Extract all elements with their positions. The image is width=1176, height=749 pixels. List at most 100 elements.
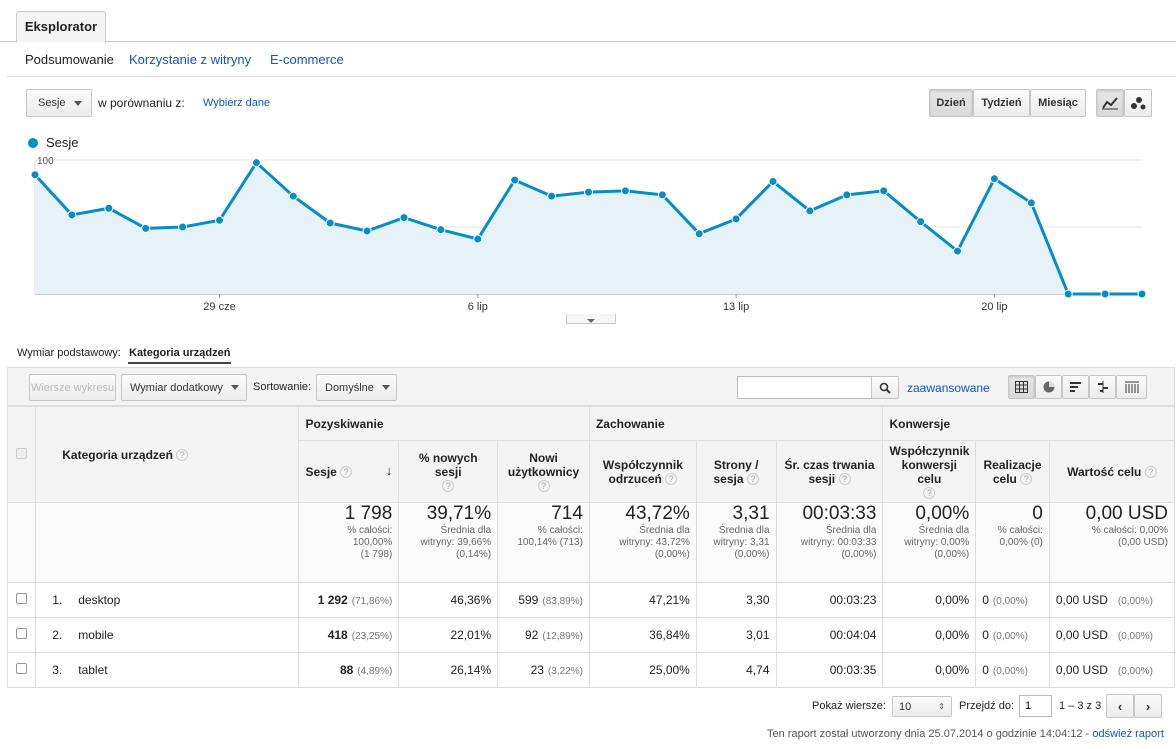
col-label: Nowi użytkownicy (507, 450, 580, 479)
col-goal-completions[interactable]: Realizacje celu ? (975, 440, 1050, 503)
cell-new-users: 599 (83,89%) (497, 582, 590, 618)
data-point (805, 206, 815, 216)
row-checkbox[interactable] (16, 663, 28, 674)
help-icon[interactable]: ? (442, 480, 455, 493)
total-sub: witryny: 0,00% (904, 537, 970, 548)
col-new-users[interactable]: Nowi użytkownicy? (497, 440, 590, 503)
col-goal-value[interactable]: Wartość celu ? (1048, 440, 1176, 503)
data-point (1100, 289, 1110, 299)
total-value: 3,31 (732, 503, 770, 524)
advanced-filter-link[interactable]: zaawansowane (907, 381, 990, 395)
cell-new-users: 23 (3,22%) (497, 652, 590, 688)
row-dimension-link[interactable]: tablet (78, 663, 108, 677)
row-checkbox[interactable] (16, 593, 28, 604)
sort-select[interactable]: Domyślne (316, 374, 397, 401)
cell-goal-value: 0,00 USD (0,00%) (1048, 652, 1176, 688)
period-day-button[interactable]: Dzień (929, 89, 973, 117)
cell-goal-value: 0,00 USD (0,00%) (1048, 582, 1176, 618)
period-week-button[interactable]: Tydzień (973, 89, 1030, 117)
row-dimension-link[interactable]: desktop (78, 593, 121, 607)
secondary-dimension-select[interactable]: Wymiar dodatkowy (121, 374, 247, 401)
primary-dimension-value[interactable]: Kategoria urządzeń (129, 347, 231, 359)
view-pie-button[interactable] (1035, 375, 1062, 399)
tab-explorer[interactable]: Eksplorator (16, 11, 106, 43)
row-number: 3. (52, 663, 63, 677)
show-rows-select[interactable]: 10 ⇕ (892, 696, 952, 717)
data-point (362, 226, 372, 236)
total-value: 714 (551, 503, 583, 524)
dimension-header[interactable]: Kategoria urządzeń ? (35, 406, 300, 503)
period-month-button[interactable]: Miesiąc (1030, 89, 1086, 117)
metric-select-value: Sesje (38, 97, 66, 109)
totals-row: 1 798% całości: 100,00% (1 798) 39,71% Śred… (6, 502, 1176, 583)
subnav-ecommerce[interactable]: E-commerce (270, 52, 344, 67)
data-point (288, 191, 298, 201)
cell-new-pct: 26,14% (398, 652, 499, 688)
view-table-button[interactable] (1008, 375, 1035, 399)
col-pages-per-session[interactable]: Strony / sesja ? (695, 440, 777, 503)
total-cell: 1 798% całości: 100,00% (1 798) (298, 502, 400, 583)
data-point (1026, 198, 1036, 208)
total-value: 00:03:33 (802, 503, 877, 524)
col-sessions[interactable]: Sesje ? ↓ (298, 440, 400, 503)
help-icon[interactable]: ? (340, 466, 353, 479)
sort-value: Domyślne (325, 381, 374, 394)
data-point (842, 190, 852, 200)
col-bounce-rate[interactable]: Współczynnik odrzuceń ? (588, 440, 697, 503)
subnav-site-usage[interactable]: Korzystanie z witryny (129, 52, 252, 67)
cell-pct: (3,22%) (547, 666, 583, 677)
plot-rows-button[interactable]: Wiersze wykresu (29, 374, 116, 401)
row-checkbox-cell (6, 582, 37, 618)
help-icon[interactable]: ? (176, 449, 189, 462)
cell-pages: 3,30 (695, 582, 777, 618)
row-dimension-link[interactable]: mobile (78, 628, 114, 642)
data-point (547, 191, 557, 201)
col-goal-conv-rate[interactable]: Współczynnik konwersji celu? (882, 440, 977, 503)
prev-page-button[interactable]: ‹ (1106, 694, 1134, 718)
total-sub: Średnia dla (639, 525, 690, 536)
col-label: Wartość celu (1067, 464, 1142, 479)
row-checkbox[interactable] (16, 628, 28, 639)
cell-pct: (12,89%) (542, 631, 583, 642)
goto-page-input[interactable] (1019, 695, 1052, 717)
motion-chart-button[interactable] (1124, 89, 1152, 117)
table-row[interactable]: 3. tablet 88 (4,89%) 26,14% 23 (3,22%) 25,0… (6, 652, 1176, 688)
select-all-checkbox[interactable] (16, 447, 28, 459)
chart-collapse-toggle[interactable] (566, 314, 616, 324)
chevron-down-icon (73, 100, 82, 106)
help-icon[interactable]: ? (746, 473, 759, 486)
table-row[interactable]: 1. desktop 1 292 (71,86%) 46,36% 599 (83,89… (6, 582, 1176, 618)
data-point (989, 174, 999, 184)
cell-pct: (0,00%) (1117, 631, 1153, 642)
line-chart-button[interactable] (1096, 89, 1124, 117)
col-new-sessions-pct[interactable]: % nowych sesji? (398, 440, 499, 503)
x-tick-label: 13 lip (723, 301, 749, 313)
search-button[interactable] (871, 376, 899, 399)
subnav-summary[interactable]: Podsumowanie (25, 52, 114, 67)
next-page-button[interactable]: › (1134, 694, 1162, 718)
compare-select-link[interactable]: Wybierz dane (203, 97, 271, 109)
data-point (1137, 289, 1147, 299)
view-bar-button[interactable] (1062, 375, 1089, 399)
table-search-input[interactable] (737, 376, 872, 399)
help-icon[interactable]: ? (1020, 473, 1033, 486)
cell-value: 0 (982, 663, 989, 677)
col-avg-duration[interactable]: Śr. czas trwania sesji ? (775, 440, 884, 503)
help-icon[interactable]: ? (838, 473, 851, 486)
total-sub: Średnia dla (718, 525, 770, 536)
help-icon[interactable]: ? (923, 487, 936, 500)
total-sub: witryny: 00:03:33 (800, 537, 877, 548)
cell-value: 0 (982, 628, 989, 642)
chevron-left-icon: ‹ (1117, 698, 1123, 714)
row-checkbox-cell (6, 652, 37, 688)
help-icon[interactable]: ? (1144, 466, 1157, 479)
metric-select[interactable]: Sesje (26, 89, 92, 117)
data-point (1063, 289, 1073, 299)
table-row[interactable]: 2. mobile 418 (23,25%) 22,01% 92 (12,89%) 3… (6, 617, 1176, 653)
view-pivot-button[interactable] (1116, 375, 1147, 399)
refresh-report-link[interactable]: odśwież raport (1092, 728, 1164, 740)
help-icon[interactable]: ? (537, 480, 550, 493)
help-icon[interactable]: ? (665, 473, 678, 486)
chevron-down-icon (230, 385, 239, 390)
view-comparison-button[interactable] (1089, 375, 1116, 399)
